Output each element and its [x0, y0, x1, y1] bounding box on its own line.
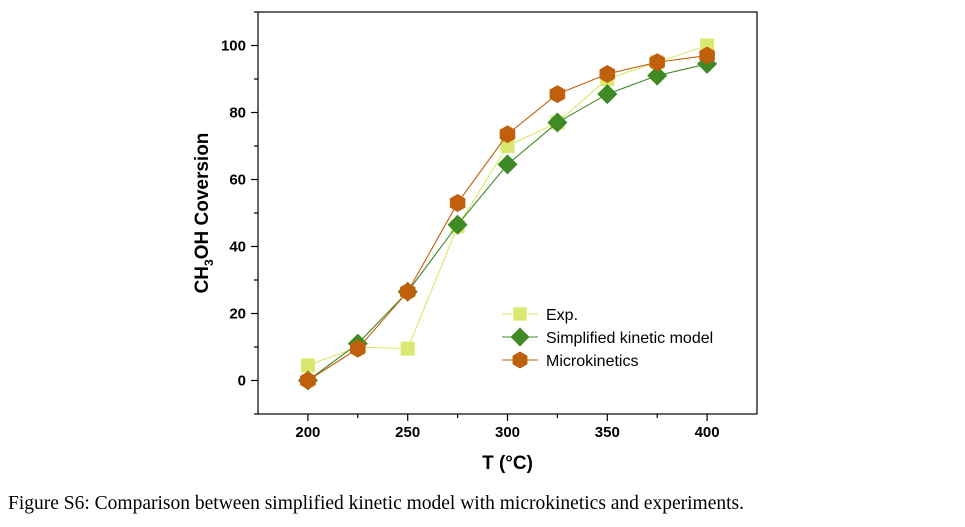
x-tick-label: 400 — [695, 424, 720, 441]
x-tick-label: 200 — [295, 424, 320, 441]
data-point — [547, 112, 568, 133]
data-point — [549, 85, 566, 104]
data-point — [300, 358, 315, 373]
data-point — [449, 193, 466, 212]
y-tick-label: 100 — [221, 38, 246, 55]
data-point — [649, 53, 665, 72]
legend-label: Microkinetics — [546, 353, 638, 370]
data-point — [647, 65, 668, 86]
y-tick-label: 0 — [238, 373, 246, 390]
data-point — [699, 46, 715, 65]
legend-marker — [513, 307, 527, 321]
y-axis-title: CH3OH Coversion — [192, 133, 216, 294]
series-layer — [297, 38, 718, 391]
legend-label: Exp. — [546, 307, 578, 324]
legend-label: Simplified kinetic model — [546, 330, 713, 347]
series-line — [307, 44, 708, 366]
y-tick-label: 20 — [229, 306, 246, 323]
legend: Exp. Simplified kinetic model Microkinetic… — [502, 307, 713, 370]
data-point — [350, 339, 366, 358]
y-tick-label: 60 — [229, 172, 246, 189]
axis-ticks: 200 250 300 350 400 0 20 40 60 80 100 — [221, 11, 720, 441]
legend-marker — [512, 351, 528, 369]
data-point — [399, 282, 416, 301]
data-point — [497, 154, 518, 175]
figure-caption: Figure S6: Comparison between simplified… — [8, 493, 744, 514]
data-point — [447, 214, 468, 235]
y-tick-label: 40 — [229, 239, 246, 256]
legend-marker — [510, 327, 530, 347]
data-point — [499, 125, 516, 144]
series-2 — [300, 46, 715, 390]
data-point — [500, 139, 515, 153]
x-axis-title: T (°C) — [482, 453, 533, 474]
data-point — [400, 341, 415, 356]
x-tick-label: 350 — [595, 424, 620, 441]
y-tick-label: 80 — [229, 105, 246, 122]
data-point — [597, 84, 618, 105]
data-point — [599, 64, 616, 83]
plot-frame — [257, 11, 758, 415]
conversion-chart: 200 250 300 350 400 0 20 40 60 80 100 T (°C) CH3OH… — [192, 11, 758, 474]
x-tick-label: 300 — [495, 424, 520, 441]
data-point — [300, 371, 316, 390]
x-tick-label: 250 — [395, 424, 420, 441]
series-0 — [300, 38, 715, 373]
